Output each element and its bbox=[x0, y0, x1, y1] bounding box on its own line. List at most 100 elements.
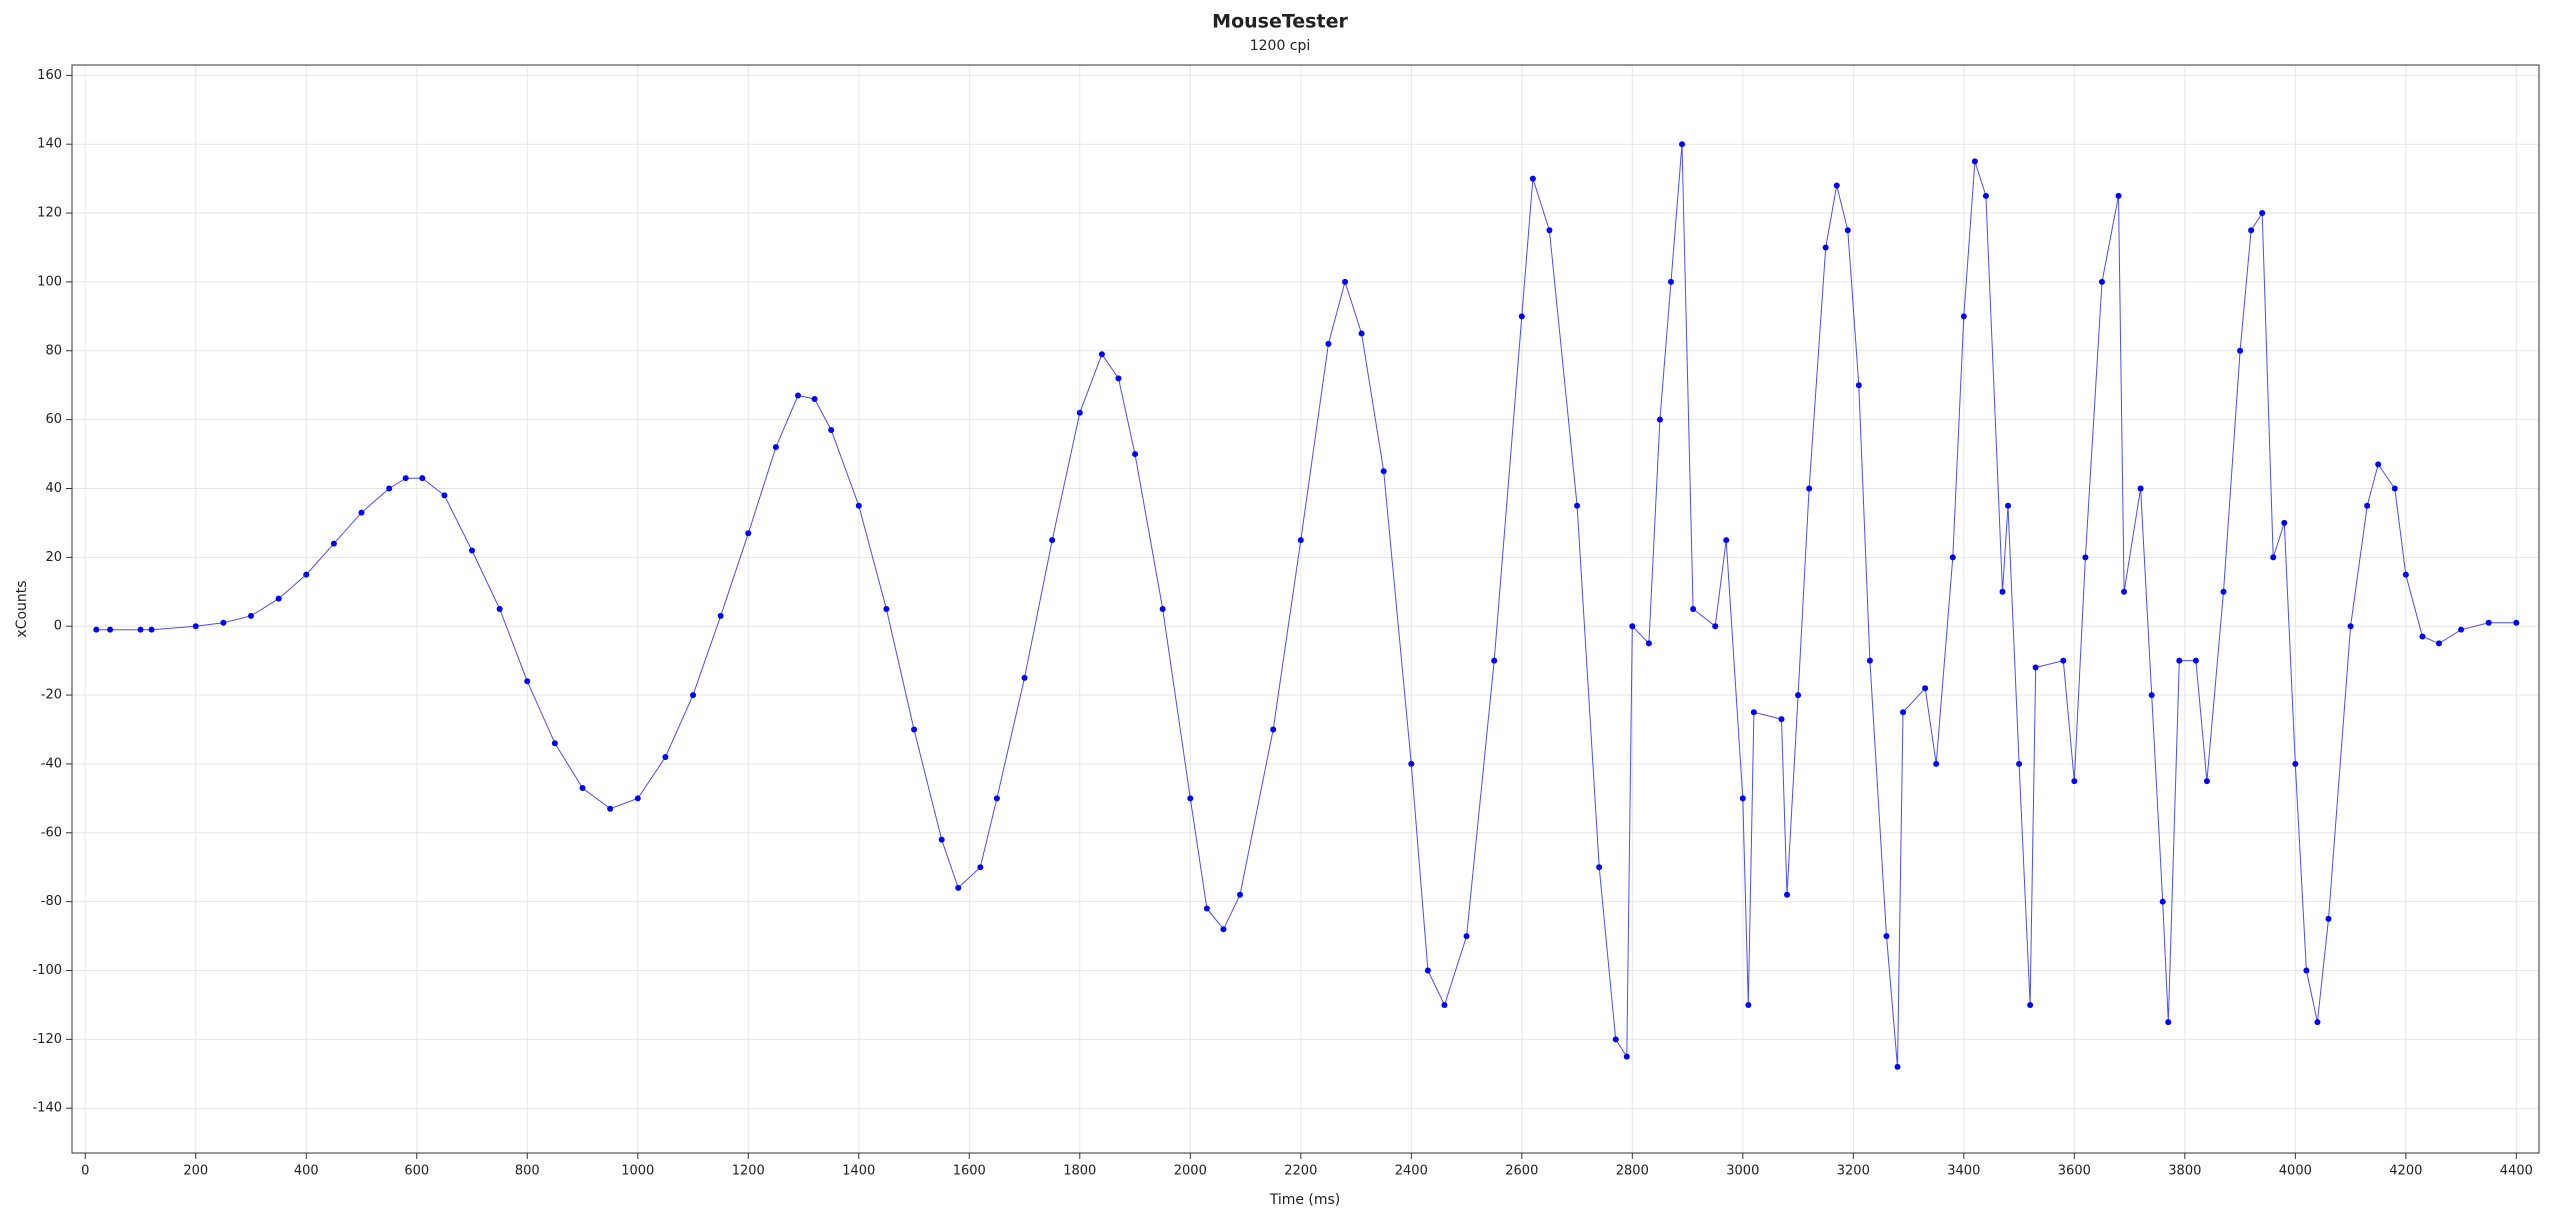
x-tick-label: 1800 bbox=[1063, 1164, 1096, 1179]
data-point bbox=[2485, 619, 2492, 626]
data-point bbox=[1325, 340, 1332, 347]
x-tick-label: 2600 bbox=[1505, 1164, 1538, 1179]
data-point bbox=[1656, 416, 1663, 423]
data-point bbox=[148, 626, 155, 633]
x-tick-label: 2200 bbox=[1284, 1164, 1317, 1179]
data-point bbox=[2364, 502, 2371, 509]
data-point bbox=[2165, 1019, 2172, 1026]
data-point bbox=[1922, 685, 1929, 692]
data-point bbox=[1132, 451, 1139, 458]
data-point bbox=[1220, 926, 1227, 933]
data-point bbox=[2121, 588, 2128, 595]
data-point bbox=[551, 740, 558, 747]
data-point bbox=[496, 606, 503, 612]
y-tick-label: 20 bbox=[45, 550, 62, 565]
data-point bbox=[1806, 485, 1813, 492]
data-point bbox=[1645, 640, 1652, 647]
y-tick-label: 140 bbox=[37, 137, 62, 152]
y-tick-label: 40 bbox=[45, 481, 62, 496]
data-point bbox=[1999, 588, 2006, 595]
data-point bbox=[2115, 192, 2122, 199]
data-point bbox=[386, 485, 393, 492]
y-tick-label: -20 bbox=[41, 688, 62, 703]
x-tick-label: 2400 bbox=[1395, 1164, 1428, 1179]
data-point bbox=[2402, 571, 2409, 578]
data-point bbox=[2016, 760, 2023, 767]
data-point bbox=[1546, 227, 1553, 234]
x-tick-label: 1600 bbox=[953, 1164, 986, 1179]
data-point bbox=[579, 785, 586, 792]
data-point bbox=[955, 884, 962, 891]
data-point bbox=[2458, 626, 2465, 633]
data-point bbox=[2259, 210, 2266, 217]
data-point bbox=[1844, 227, 1851, 234]
data-point bbox=[2391, 485, 2398, 492]
data-point bbox=[2281, 519, 2288, 526]
data-point bbox=[2082, 554, 2089, 561]
data-point bbox=[1380, 468, 1387, 475]
x-tick-label: 1000 bbox=[621, 1164, 654, 1179]
data-point bbox=[1822, 244, 1829, 251]
data-point bbox=[911, 726, 918, 733]
data-point bbox=[1883, 933, 1890, 940]
data-point bbox=[248, 612, 255, 619]
data-point bbox=[93, 626, 100, 633]
data-point bbox=[1933, 760, 1940, 767]
data-point bbox=[1739, 795, 1746, 802]
data-point bbox=[2419, 633, 2426, 640]
y-tick-label: -140 bbox=[32, 1101, 62, 1116]
data-point bbox=[2270, 554, 2277, 561]
data-point bbox=[2032, 664, 2039, 671]
data-point bbox=[1408, 760, 1415, 767]
data-point bbox=[1784, 891, 1791, 898]
data-point bbox=[1855, 382, 1862, 389]
y-tick-label: -80 bbox=[41, 894, 62, 909]
data-point bbox=[938, 836, 945, 843]
data-point bbox=[469, 547, 476, 554]
data-point bbox=[2203, 778, 2210, 785]
data-point bbox=[2325, 915, 2332, 922]
data-point bbox=[2137, 485, 2144, 492]
data-point bbox=[2435, 640, 2442, 647]
data-point bbox=[524, 678, 531, 685]
data-point bbox=[192, 623, 199, 630]
data-point bbox=[1187, 795, 1194, 802]
data-point bbox=[2071, 778, 2078, 785]
x-tick-label: 1400 bbox=[842, 1164, 875, 1179]
series-line bbox=[96, 144, 2517, 1067]
data-point bbox=[2005, 502, 2012, 509]
x-tick-label: 4000 bbox=[2279, 1164, 2312, 1179]
data-point bbox=[275, 595, 282, 602]
data-point bbox=[330, 540, 337, 547]
data-point bbox=[1115, 375, 1122, 382]
data-point bbox=[745, 530, 752, 537]
data-point bbox=[1270, 726, 1277, 733]
data-point bbox=[1667, 278, 1674, 285]
x-axis-label: Time (ms) bbox=[1269, 1192, 1341, 1208]
x-tick-label: 4400 bbox=[2500, 1164, 2533, 1179]
data-point bbox=[690, 692, 697, 699]
y-tick-label: -120 bbox=[32, 1032, 62, 1047]
x-tick-label: 3200 bbox=[1837, 1164, 1870, 1179]
data-point bbox=[1596, 864, 1603, 871]
data-point bbox=[1441, 1001, 1448, 1008]
data-point bbox=[811, 395, 818, 402]
y-tick-label: 60 bbox=[45, 412, 62, 427]
data-point bbox=[1712, 623, 1719, 630]
data-point bbox=[2148, 692, 2155, 699]
data-point bbox=[1076, 409, 1083, 416]
data-point bbox=[2347, 623, 2354, 630]
data-point bbox=[1750, 709, 1757, 716]
data-point bbox=[1745, 1001, 1752, 1008]
data-point bbox=[1900, 709, 1907, 716]
x-tick-label: 0 bbox=[81, 1164, 89, 1179]
data-point bbox=[1612, 1036, 1619, 1043]
data-point bbox=[1866, 657, 1873, 664]
y-axis-label: xCounts bbox=[14, 580, 30, 637]
y-tick-label: 100 bbox=[37, 274, 62, 289]
data-point bbox=[1203, 905, 1210, 912]
data-point bbox=[1159, 606, 1166, 612]
x-tick-label: 3800 bbox=[2168, 1164, 2201, 1179]
data-point bbox=[1237, 891, 1244, 898]
